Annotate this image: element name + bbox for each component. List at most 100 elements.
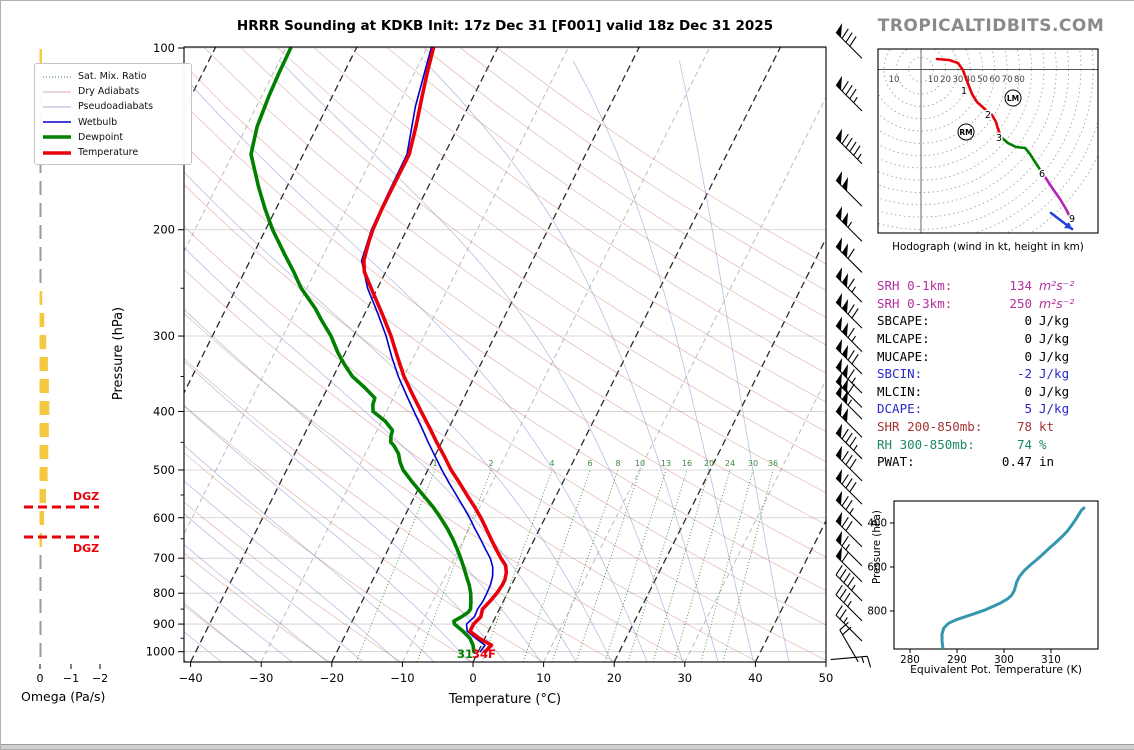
surface-dewpoint-label: 31 — [457, 647, 474, 661]
wind-barb — [835, 237, 863, 273]
svg-text:900: 900 — [153, 617, 175, 631]
dgz-label-bottom: DGZ — [73, 542, 100, 555]
svg-text:800: 800 — [867, 605, 887, 617]
svg-text:20: 20 — [607, 671, 622, 685]
index-row: SBCAPE: 0 J/kg — [877, 313, 1095, 331]
svg-text:3: 3 — [996, 133, 1002, 144]
legend-item-label: Sat. Mix. Ratio — [78, 71, 147, 83]
index-value: 0 — [1024, 313, 1032, 329]
index-value: 134 — [1009, 278, 1032, 293]
wind-barb — [835, 23, 863, 59]
thetae-axis-title: Equivalent Pot. Temperature (K) — [910, 663, 1082, 676]
wind-barb — [835, 267, 863, 303]
omega-axis-title: Omega (Pa/s) — [21, 689, 106, 704]
svg-text:1: 1 — [961, 86, 967, 97]
svg-text:−2: −2 — [92, 672, 108, 685]
index-label: RH 300-850mb: — [877, 436, 975, 452]
svg-text:20: 20 — [704, 459, 714, 468]
svg-text:50: 50 — [819, 671, 834, 685]
svg-text:8: 8 — [615, 459, 620, 468]
svg-text:6: 6 — [587, 459, 592, 468]
index-unit: J/kg — [1039, 330, 1070, 346]
svg-text:LM: LM — [1007, 94, 1019, 103]
index-row: SHR 200-850mb: 78 kt — [877, 419, 1095, 437]
wind-barb — [835, 445, 863, 482]
svg-text:70: 70 — [1002, 75, 1013, 85]
sounding-curves — [249, 47, 509, 654]
svg-text:600: 600 — [867, 561, 887, 573]
index-row: MLCIN: 0 J/kg — [877, 384, 1095, 402]
index-row: SRH 0-3km: 250 m²s⁻² — [877, 296, 1095, 314]
wind-barb — [835, 511, 863, 548]
legend-item: Dry Adiabats — [42, 84, 184, 99]
svg-text:290: 290 — [947, 654, 967, 666]
wind-barb — [835, 171, 863, 207]
index-value: 78 — [1016, 419, 1032, 435]
svg-text:40: 40 — [965, 75, 976, 85]
index-row: RH 300-850mb: 74% — [877, 437, 1095, 455]
svg-text:−1: −1 — [63, 672, 79, 685]
svg-text:1: 1 — [432, 459, 437, 468]
index-value: 0 — [1024, 383, 1032, 399]
legend-item-label: Temperature — [78, 147, 139, 159]
svg-text:10: 10 — [889, 75, 900, 85]
wind-barb — [835, 372, 863, 408]
legend-item: Temperature — [42, 145, 184, 160]
svg-text:RM: RM — [959, 128, 972, 137]
svg-text:10: 10 — [635, 459, 645, 468]
svg-text:40: 40 — [748, 671, 763, 685]
legend-item: Dewpoint — [42, 130, 184, 145]
wind-barb — [835, 383, 863, 420]
wind-barb — [835, 402, 863, 438]
svg-text:−40: −40 — [178, 671, 202, 685]
index-row: DCAPE: 5 J/kg — [877, 401, 1095, 419]
wind-barb — [835, 316, 863, 353]
index-row: MUCAPE: 0 J/kg — [877, 349, 1095, 367]
index-label: PWAT: — [877, 454, 915, 470]
svg-text:−20: −20 — [320, 671, 344, 685]
wind-barb — [835, 338, 863, 375]
svg-text:30: 30 — [748, 459, 758, 468]
index-unit: m²s⁻² — [1039, 278, 1075, 293]
index-unit: m²s⁻² — [1039, 295, 1075, 311]
index-value: -2 — [1016, 366, 1032, 382]
dgz-label-top: DGZ — [73, 490, 100, 503]
wind-barb — [839, 621, 859, 663]
wind-barb — [835, 75, 863, 112]
svg-text:200: 200 — [153, 223, 175, 237]
legend-item-label: Dry Adiabats — [78, 86, 140, 98]
wind-barb — [835, 128, 863, 165]
svg-text:9: 9 — [1069, 214, 1075, 225]
legend-item: Sat. Mix. Ratio — [42, 69, 184, 84]
index-unit: in — [1039, 454, 1055, 470]
wind-barb — [835, 292, 863, 329]
wind-barb — [830, 655, 872, 668]
svg-text:36: 36 — [768, 459, 778, 468]
index-value: 0.47 — [1001, 454, 1032, 470]
legend-item: Wetbulb — [42, 115, 184, 130]
svg-text:6: 6 — [1039, 169, 1045, 180]
legend-box: Sat. Mix. Ratio Dry Adiabats Pseudoadiabat… — [34, 63, 192, 166]
index-unit: J/kg — [1039, 348, 1070, 364]
svg-text:700: 700 — [153, 551, 175, 565]
legend-item-label: Wetbulb — [78, 116, 118, 128]
index-value: 0 — [1024, 348, 1032, 364]
svg-text:100: 100 — [153, 41, 175, 55]
index-label: SBCAPE: — [877, 313, 930, 329]
index-label: SHR 200-850mb: — [877, 419, 983, 435]
thetae-pressure-axis-title: Pressure (hPa) — [871, 510, 883, 584]
index-value: 74 — [1016, 436, 1032, 452]
svg-text:300: 300 — [994, 654, 1014, 666]
index-row: SRH 0-1km: 134 m²s⁻² — [877, 278, 1095, 296]
index-label: SRH 0-1km: — [877, 278, 953, 293]
index-row: MLCAPE: 0 J/kg — [877, 331, 1095, 349]
wind-barb — [835, 206, 863, 242]
svg-text:60: 60 — [989, 75, 1000, 85]
svg-text:80: 80 — [1014, 75, 1025, 85]
pressure-axis-title: Pressure (hPa) — [111, 306, 126, 401]
svg-text:2: 2 — [985, 110, 991, 121]
index-value: 5 — [1024, 401, 1032, 417]
legend-item-label: Dewpoint — [78, 131, 124, 143]
